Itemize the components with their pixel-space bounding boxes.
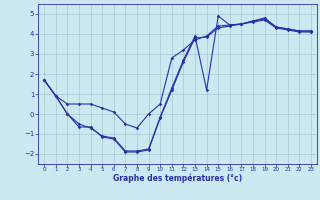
X-axis label: Graphe des températures (°c): Graphe des températures (°c) (113, 174, 242, 183)
